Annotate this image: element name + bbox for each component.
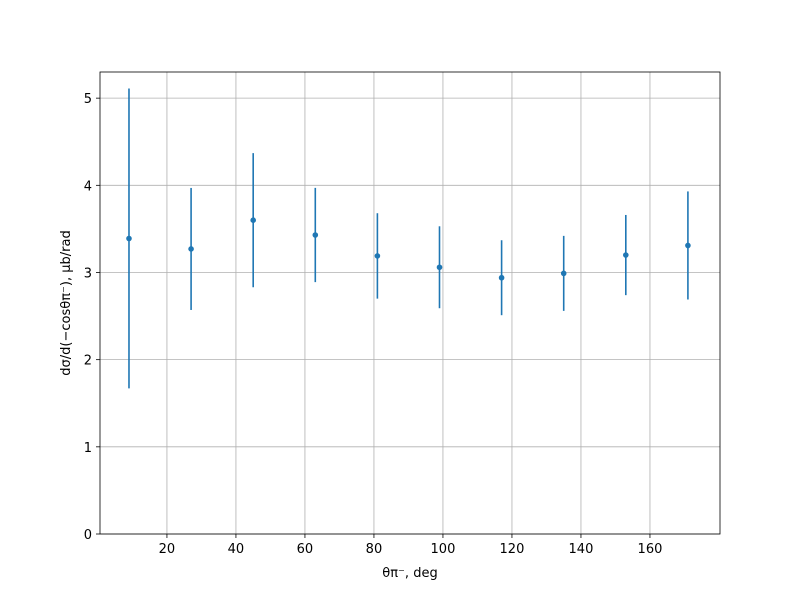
data-point <box>312 232 319 238</box>
x-axis-label: θπ⁻, deg <box>382 566 437 581</box>
plot-frame <box>99 71 721 535</box>
data-point <box>498 274 505 281</box>
y-tick-label: 2 <box>84 354 92 369</box>
data-point <box>250 217 256 223</box>
x-tick-label: 160 <box>638 542 663 557</box>
y-axis-label: dσ/d(−cosθπ⁻), μb/rad <box>59 230 74 375</box>
x-tick-label: 40 <box>228 542 245 557</box>
y-tick-label: 3 <box>84 266 92 281</box>
data-point <box>126 235 132 242</box>
x-tick-label: 20 <box>159 542 176 557</box>
x-tick-label: 100 <box>431 542 456 557</box>
x-tick-label: 80 <box>366 542 383 557</box>
data-point <box>436 264 443 271</box>
y-tick-label: 0 <box>84 528 92 543</box>
x-tick-label: 140 <box>569 542 594 557</box>
data-point <box>685 242 691 249</box>
y-tick-label: 5 <box>84 92 92 107</box>
data-point <box>560 270 567 277</box>
data-point <box>623 252 629 258</box>
x-tick-label: 120 <box>500 542 525 557</box>
data-point <box>188 246 194 252</box>
data-point <box>374 253 381 259</box>
x-tick-label: 60 <box>297 542 314 557</box>
y-tick-label: 4 <box>84 179 92 194</box>
y-tick-label: 1 <box>84 441 92 456</box>
